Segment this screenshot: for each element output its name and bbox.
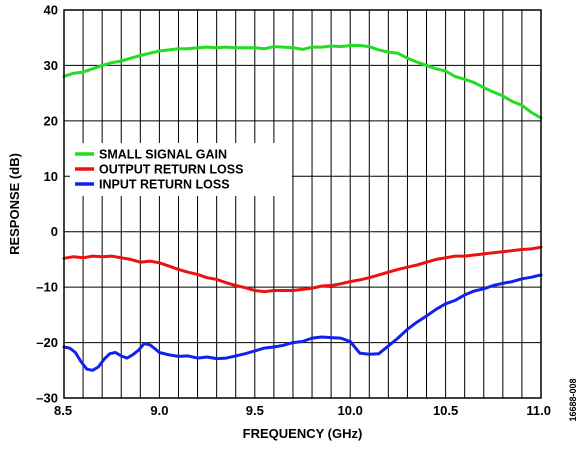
series-line-2 <box>62 245 543 294</box>
plot-frame <box>63 9 542 399</box>
y-tick-label: –30 <box>36 391 58 406</box>
x-axis-label: FREQUENCY (GHz) <box>243 426 363 441</box>
x-tick-label: 11.0 <box>526 403 551 418</box>
y-tick-label: –10 <box>36 280 58 295</box>
legend-label: SMALL SIGNAL GAIN <box>99 148 227 162</box>
series-lines <box>62 44 543 372</box>
y-tick-label: 40 <box>44 3 58 18</box>
y-axis-label: RESPONSE (dB) <box>7 153 22 255</box>
figure-id: 16688-008 <box>568 378 578 421</box>
legend-label: INPUT RETURN LOSS <box>99 178 230 192</box>
x-tick-label: 9.5 <box>246 403 264 418</box>
y-tick-label: 20 <box>44 113 58 128</box>
legend-label: OUTPUT RETURN LOSS <box>99 163 243 177</box>
x-tick-label: 10.0 <box>338 403 363 418</box>
y-tick-label: 0 <box>51 224 58 239</box>
y-tick-label: 10 <box>44 169 58 184</box>
tick-labels: 8.5 9.0 9.5 10.0 10.5 11.0 –30 –20 –10 0 10 20 30 40 <box>36 3 551 419</box>
series-line-1 <box>62 44 543 120</box>
x-tick-label: 9.0 <box>150 403 168 418</box>
x-tick-label: 8.5 <box>54 403 72 418</box>
y-tick-label: –20 <box>36 335 58 350</box>
x-tick-label: 10.5 <box>433 403 458 418</box>
y-tick-label: 30 <box>44 58 58 73</box>
legend-background <box>70 143 292 196</box>
series-line-3 <box>62 273 543 372</box>
